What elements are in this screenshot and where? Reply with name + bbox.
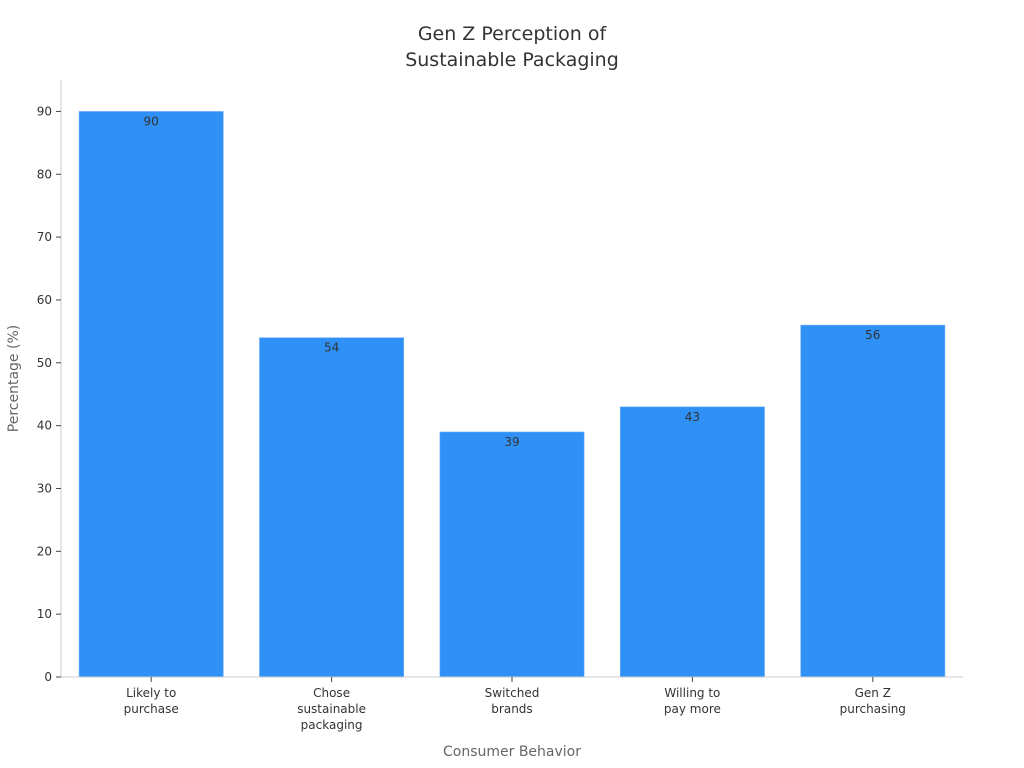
bar-value-label: 54 xyxy=(324,341,339,355)
x-tick-label: purchase xyxy=(124,702,179,716)
x-tick-label: Gen Z xyxy=(855,686,891,700)
x-axis: Likely to purchase Chose sustainable packagi… xyxy=(61,676,963,732)
x-tick-label: Chose xyxy=(313,686,350,700)
y-tick-label: 70 xyxy=(37,230,52,244)
y-tick-label: 80 xyxy=(37,167,52,181)
y-tick-label: 50 xyxy=(37,356,52,370)
y-tick-label: 0 xyxy=(44,670,52,684)
x-tick-label: brands xyxy=(491,702,532,716)
bar-value-label: 39 xyxy=(504,435,519,449)
y-tick-label: 90 xyxy=(37,104,52,118)
x-tick-label: sustainable xyxy=(297,702,366,716)
chart-title-line: Gen Z Perception of xyxy=(418,23,608,45)
bar xyxy=(619,406,765,678)
bar-value-label: 90 xyxy=(144,114,159,128)
bars xyxy=(78,111,946,678)
bar xyxy=(439,431,585,678)
x-axis-title: Consumer Behavior xyxy=(443,744,581,760)
y-tick-label: 20 xyxy=(37,544,52,558)
bar xyxy=(800,324,946,678)
x-tick-label: purchasing xyxy=(840,702,906,716)
bar xyxy=(259,337,405,678)
value-labels: 90 54 39 43 56 xyxy=(144,114,881,448)
x-tick-label: pay more xyxy=(664,702,721,716)
bar xyxy=(78,111,224,678)
bar-value-label: 43 xyxy=(685,410,700,424)
x-tick-label: Willing to xyxy=(664,686,720,700)
chart-title: Gen Z Perception of Sustainable Packaging xyxy=(405,23,619,71)
y-axis: 0 10 20 30 40 50 60 70 80 90 xyxy=(37,80,62,684)
y-tick-label: 60 xyxy=(37,293,52,307)
chart-title-line: Sustainable Packaging xyxy=(405,49,619,71)
x-tick-label: Switched xyxy=(485,686,540,700)
x-tick-label: packaging xyxy=(301,718,363,732)
y-tick-label: 40 xyxy=(37,419,52,433)
x-tick-label: Likely to xyxy=(126,686,176,700)
y-tick-label: 10 xyxy=(37,607,52,621)
y-tick-label: 30 xyxy=(37,481,52,495)
y-axis-title: Percentage (%) xyxy=(6,325,22,432)
bar-value-label: 56 xyxy=(865,328,880,342)
